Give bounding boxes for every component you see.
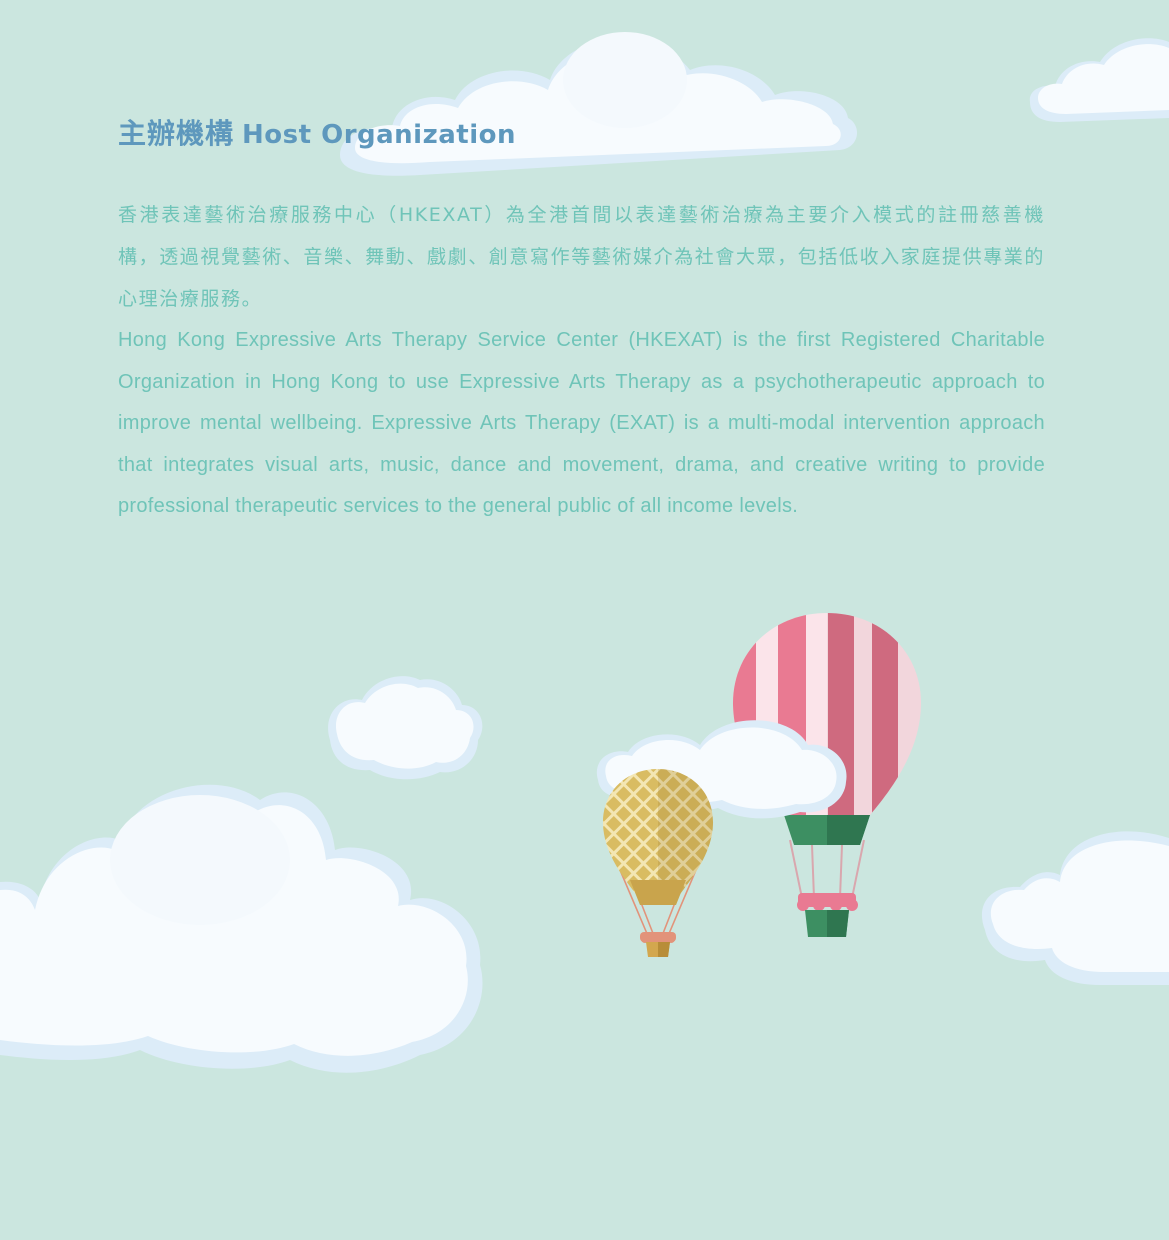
cloud-icon [1029, 38, 1169, 122]
hot-air-balloon-lattice-icon [602, 769, 714, 957]
heading-en: Host Organization [242, 120, 516, 150]
description-en: Hong Kong Expressive Arts Therapy Servic… [118, 329, 1045, 518]
cloud-icon [328, 676, 483, 780]
cloud-icon [0, 784, 483, 1073]
description-zh: 香港表達藝術治療服務中心（HKEXAT）為全港首間以表達藝術治療為主要介入模式的… [118, 204, 1046, 310]
cloud-icon [981, 831, 1169, 985]
cloud-icon [340, 32, 858, 176]
heading-zh: 主辦機構 [118, 117, 235, 150]
section-heading: 主辦機構 Host Organization [118, 112, 516, 152]
description-block: 香港表達藝術治療服務中心（HKEXAT）為全港首間以表達藝術治療為主要介入模式的… [118, 194, 1045, 528]
